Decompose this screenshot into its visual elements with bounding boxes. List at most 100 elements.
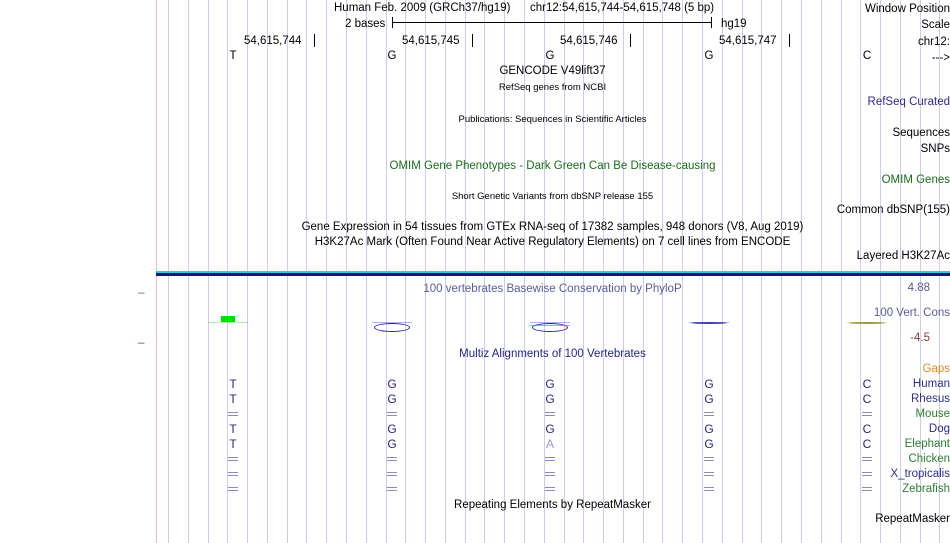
- alignment-gap: [704, 457, 714, 462]
- label-layered-h3k27ac[interactable]: Layered H3K27Ac: [856, 250, 950, 262]
- label-snps[interactable]: SNPs: [920, 143, 950, 155]
- alignment-base: T: [229, 422, 237, 436]
- cons-min-tick: _: [138, 332, 145, 344]
- label-refseq-curated[interactable]: RefSeq Curated: [867, 96, 950, 108]
- alignment-gap: [545, 472, 555, 477]
- alignment-base: T: [229, 392, 237, 406]
- alignment-base: G: [387, 392, 397, 406]
- scale-bar-right-cap: [711, 17, 712, 28]
- label-window-position: Window Position: [864, 3, 950, 15]
- alignment-gap: [228, 487, 238, 492]
- alignment-gap: [704, 487, 714, 492]
- alignment-gap: [387, 457, 397, 462]
- refseq-subtitle: RefSeq genes from NCBI: [498, 82, 607, 93]
- conservation-negative-accent: [530, 325, 570, 326]
- ruler-base-letter: G: [387, 50, 397, 62]
- species-label-x_tropicalis[interactable]: X_tropicalis: [890, 468, 950, 480]
- label-repeatmasker[interactable]: RepeatMasker: [875, 513, 950, 525]
- conservation-bar[interactable]: [374, 323, 410, 332]
- ruler-base-letter: G: [704, 50, 714, 62]
- alignment-base: G: [387, 377, 397, 391]
- label-scale: Scale: [921, 19, 950, 31]
- alignment-gap: [545, 457, 555, 462]
- alignment-base: G: [704, 422, 714, 436]
- dbsnp-title: Short Genetic Variants from dbSNP releas…: [451, 191, 654, 202]
- alignment-base: G: [545, 377, 555, 391]
- multiz-title: Multiz Alignments of 100 Vertebrates: [459, 348, 646, 360]
- alignment-gap: [228, 457, 238, 462]
- label-sequences[interactable]: Sequences: [892, 127, 950, 139]
- alignment-gap: [704, 412, 714, 417]
- alignment-base: G: [704, 437, 714, 451]
- alignment-gap: [228, 412, 238, 417]
- species-label-chicken[interactable]: Chicken: [908, 453, 950, 465]
- alignment-base: A: [545, 437, 554, 451]
- cons-min-value: -4.5: [910, 332, 930, 344]
- alignment-gap: [228, 472, 238, 477]
- h3k27ac-navy-rule: [156, 273, 950, 276]
- alignment-base: G: [545, 422, 555, 436]
- gtex-title: Gene Expression in 54 tissues from GTEx …: [301, 221, 804, 233]
- label-common-dbsnp[interactable]: Common dbSNP(155): [836, 204, 950, 216]
- scale-bar-line: [392, 22, 712, 23]
- position-info: chr12:54,615,744-54,615,748 (5 bp): [530, 2, 715, 14]
- alignment-gap: [545, 487, 555, 492]
- omim-title: OMIM Gene Phenotypes - Dark Green Can Be…: [389, 160, 716, 172]
- species-label-dog[interactable]: Dog: [928, 423, 950, 435]
- alignment-base: C: [862, 377, 872, 391]
- ruler-base-letter: T: [229, 50, 237, 62]
- cons-max-tick: _: [138, 282, 145, 294]
- ruler-base-letter: C: [862, 50, 872, 62]
- alignment-gap: [862, 412, 872, 417]
- species-label-zebrafish[interactable]: Zebrafish: [902, 483, 950, 495]
- gencode-title: GENCODE V49lift37: [499, 65, 606, 77]
- alignment-base: C: [862, 422, 872, 436]
- ruler-tick-mark: [630, 34, 631, 47]
- h3k27ac-cyan-rule: [156, 271, 950, 273]
- repeatmasker-title: Repeating Elements by RepeatMasker: [454, 499, 651, 511]
- label-strand: --->: [931, 52, 950, 64]
- alignment-base: G: [387, 437, 397, 451]
- label-chrom: chr12:: [918, 36, 950, 48]
- alignment-base: G: [387, 422, 397, 436]
- alignment-base: C: [862, 437, 872, 451]
- label-gaps[interactable]: Gaps: [922, 363, 950, 375]
- label-omim-genes[interactable]: OMIM Genes: [881, 174, 950, 186]
- conservation-bar[interactable]: [221, 316, 235, 322]
- conservation-baseline-whisker: [208, 322, 248, 323]
- species-label-rhesus[interactable]: Rhesus: [911, 393, 950, 405]
- ruler-tick-mark: [314, 34, 315, 47]
- label-100-vert-cons[interactable]: 100 Vert. Cons: [873, 307, 950, 319]
- alignment-gap: [704, 472, 714, 477]
- alignment-base: T: [229, 377, 237, 391]
- assembly-info: Human Feb. 2009 (GRCh37/hg19): [334, 2, 511, 14]
- species-label-human[interactable]: Human: [912, 378, 950, 390]
- conservation-bar[interactable]: [691, 322, 727, 324]
- alignment-gap: [862, 472, 872, 477]
- alignment-gap: [862, 487, 872, 492]
- species-label-elephant[interactable]: Elephant: [904, 438, 950, 450]
- scale-bar-label: 2 bases: [345, 18, 386, 30]
- ruler-tick-label: 54,615,745: [402, 35, 460, 47]
- alignment-gap: [545, 412, 555, 417]
- conservation-bar[interactable]: [849, 322, 885, 324]
- alignment-gap: [387, 487, 397, 492]
- cons-max-value: 4.88: [907, 282, 930, 294]
- ruler-tick-label: 54,615,747: [719, 35, 777, 47]
- ruler-tick-mark: [472, 34, 473, 47]
- alignment-gap: [387, 472, 397, 477]
- ruler-base-letter: G: [545, 50, 555, 62]
- conservation-bar[interactable]: [532, 323, 568, 332]
- ruler-tick-label: 54,615,746: [560, 35, 618, 47]
- ruler-tick-mark: [789, 34, 790, 47]
- alignment-base: T: [229, 437, 237, 451]
- alignment-gap: [862, 457, 872, 462]
- alignment-gap: [387, 412, 397, 417]
- alignment-base: C: [862, 392, 872, 406]
- species-label-mouse[interactable]: Mouse: [915, 408, 950, 420]
- ruler-tick-label: 54,615,744: [244, 35, 302, 47]
- publications-title: Publications: Sequences in Scientific Ar…: [458, 114, 647, 125]
- alignment-base: G: [704, 377, 714, 391]
- alignment-base: G: [704, 392, 714, 406]
